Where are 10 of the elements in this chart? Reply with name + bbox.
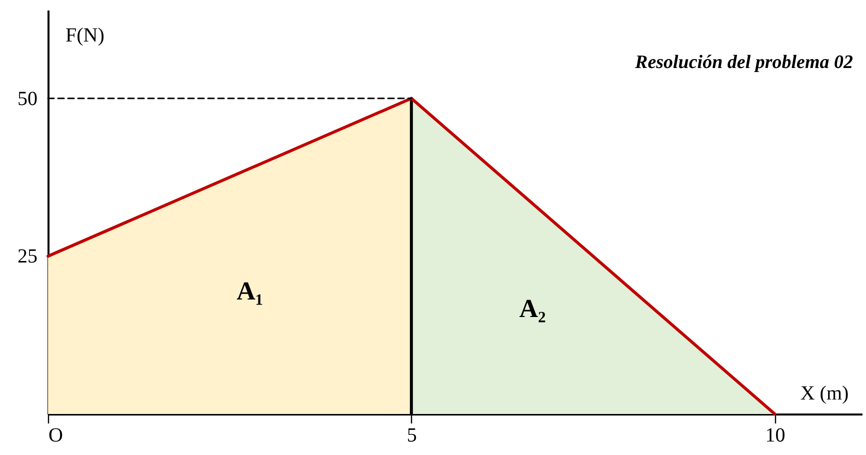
x-tick-label: 5 [406, 424, 417, 446]
annotation: A₁ [236, 276, 264, 306]
y-axis-title: F(N) [66, 24, 104, 46]
annotation: A₂ [519, 294, 546, 323]
text: Resolución del problema 02 [634, 52, 854, 73]
x-axis-title: X (m) [800, 382, 849, 404]
y-tick-label: 50 [18, 88, 38, 110]
x-tick-label: 10 [765, 424, 786, 446]
y-tick-label: 25 [18, 246, 38, 268]
x-tick-label: O [48, 424, 63, 446]
